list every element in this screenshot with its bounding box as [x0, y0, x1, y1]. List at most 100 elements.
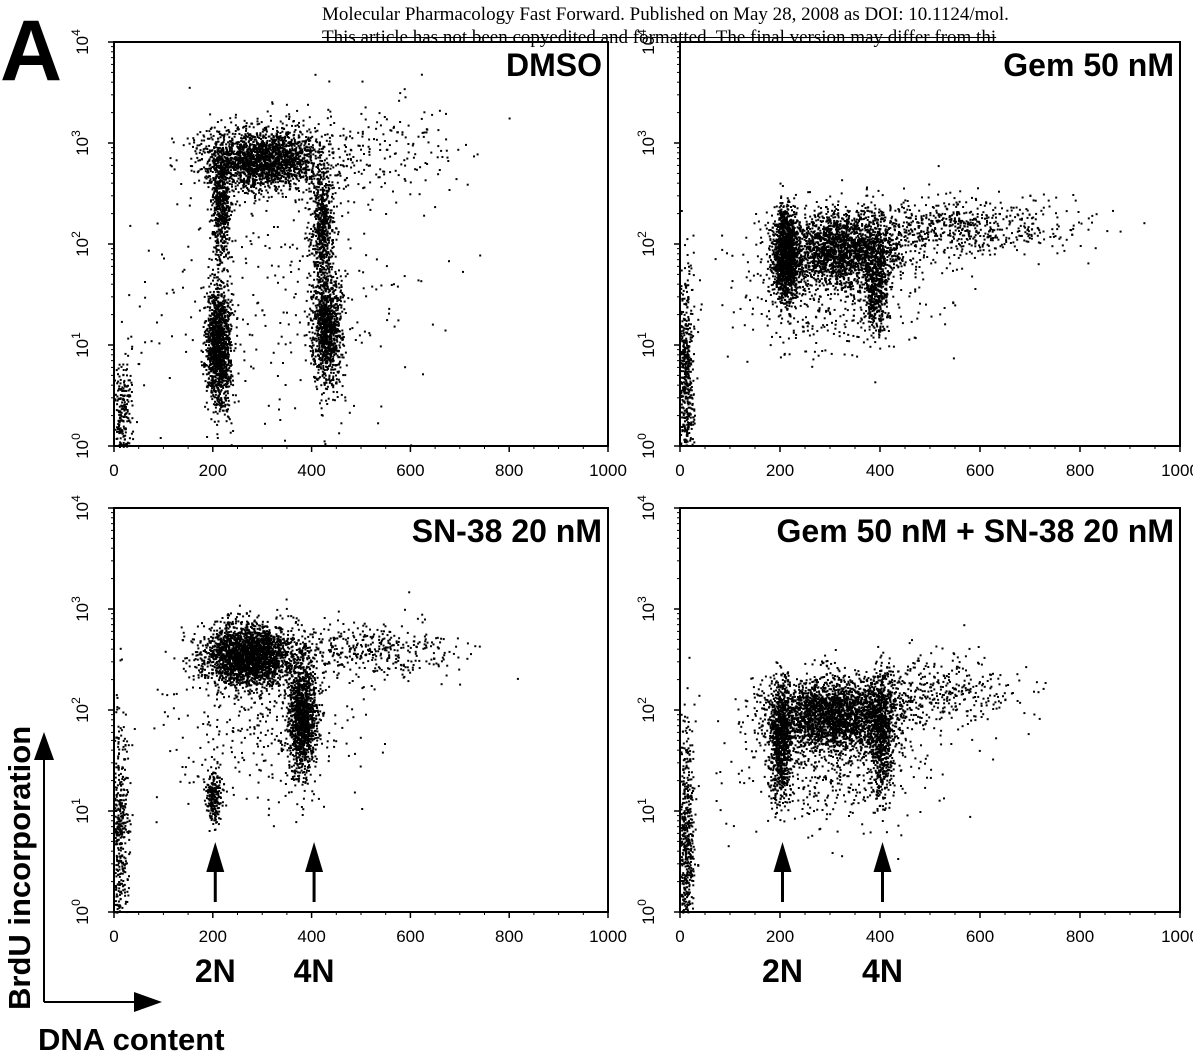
data-point	[239, 155, 242, 158]
data-point	[305, 334, 308, 337]
data-point	[326, 357, 329, 360]
data-point	[247, 170, 250, 173]
data-point	[322, 335, 325, 338]
data-point	[324, 351, 327, 354]
data-point	[315, 138, 318, 141]
data-point	[262, 167, 265, 170]
data-point	[264, 158, 267, 161]
data-point	[221, 317, 224, 320]
data-point	[333, 304, 336, 307]
data-point	[316, 379, 319, 381]
data-point	[217, 304, 220, 307]
data-point	[211, 204, 214, 207]
data-point	[237, 165, 240, 168]
data-point	[317, 348, 320, 350]
data-point	[260, 163, 263, 166]
data-point	[267, 168, 270, 170]
data-point	[321, 326, 324, 329]
data-point	[224, 361, 227, 364]
data-point	[318, 334, 320, 336]
data-point	[327, 343, 330, 346]
data-point	[194, 300, 197, 303]
data-point	[208, 384, 211, 387]
data-point	[329, 337, 332, 340]
data-point	[258, 191, 261, 194]
data-point	[210, 318, 213, 321]
data-point	[291, 155, 294, 158]
data-point	[288, 183, 291, 186]
data-point	[257, 148, 260, 151]
data-point	[265, 130, 268, 133]
data-point	[237, 177, 240, 180]
data-point	[227, 380, 229, 383]
data-point	[227, 298, 230, 301]
data-point	[273, 163, 276, 166]
data-point	[336, 396, 339, 398]
data-point	[215, 315, 218, 318]
data-point	[324, 374, 327, 377]
data-point	[193, 182, 196, 185]
data-point	[180, 183, 183, 185]
data-point	[231, 144, 233, 147]
data-point	[216, 290, 219, 293]
data-point	[321, 393, 323, 396]
data-point	[267, 165, 270, 168]
data-point	[292, 154, 295, 156]
data-point	[328, 364, 331, 367]
data-point	[327, 170, 330, 173]
data-point	[245, 129, 247, 132]
data-point	[217, 322, 220, 325]
data-point	[205, 344, 207, 346]
data-point	[243, 135, 246, 138]
data-point	[204, 333, 207, 335]
data-point	[217, 267, 220, 270]
data-point	[222, 387, 225, 389]
data-point	[294, 166, 297, 169]
data-point	[227, 351, 229, 354]
data-point	[316, 327, 319, 330]
data-point	[322, 373, 325, 376]
data-point	[321, 344, 324, 347]
data-point	[313, 148, 316, 151]
data-point	[314, 310, 317, 313]
data-point	[275, 142, 278, 145]
data-point	[321, 337, 324, 340]
data-point	[272, 138, 275, 141]
data-point	[334, 283, 337, 286]
data-point	[341, 292, 344, 295]
data-point	[211, 153, 214, 156]
data-point	[302, 162, 305, 165]
data-point	[333, 306, 336, 309]
data-point	[319, 352, 322, 355]
data-point	[210, 199, 212, 202]
data-point	[216, 396, 218, 399]
data-point	[212, 293, 215, 296]
data-point	[249, 157, 252, 160]
data-point	[215, 168, 217, 171]
data-point	[323, 313, 325, 316]
data-point	[213, 200, 216, 203]
data-point	[312, 323, 315, 326]
data-point	[217, 310, 220, 313]
data-point	[333, 354, 336, 356]
data-point	[244, 138, 247, 141]
data-point	[214, 176, 217, 179]
data-point	[278, 142, 281, 145]
data-point	[198, 179, 201, 182]
data-point	[286, 163, 288, 166]
data-point	[316, 325, 319, 328]
data-point	[315, 317, 318, 320]
data-point	[266, 200, 269, 202]
data-point	[315, 385, 318, 388]
data-point	[222, 282, 225, 285]
data-point	[288, 144, 291, 147]
data-point	[216, 284, 219, 287]
data-point	[239, 176, 242, 179]
data-point	[206, 384, 209, 387]
data-point	[278, 157, 281, 160]
data-point	[327, 324, 330, 327]
data-point	[318, 344, 321, 347]
data-point	[300, 142, 303, 145]
data-point	[230, 282, 233, 285]
data-point	[234, 172, 237, 175]
